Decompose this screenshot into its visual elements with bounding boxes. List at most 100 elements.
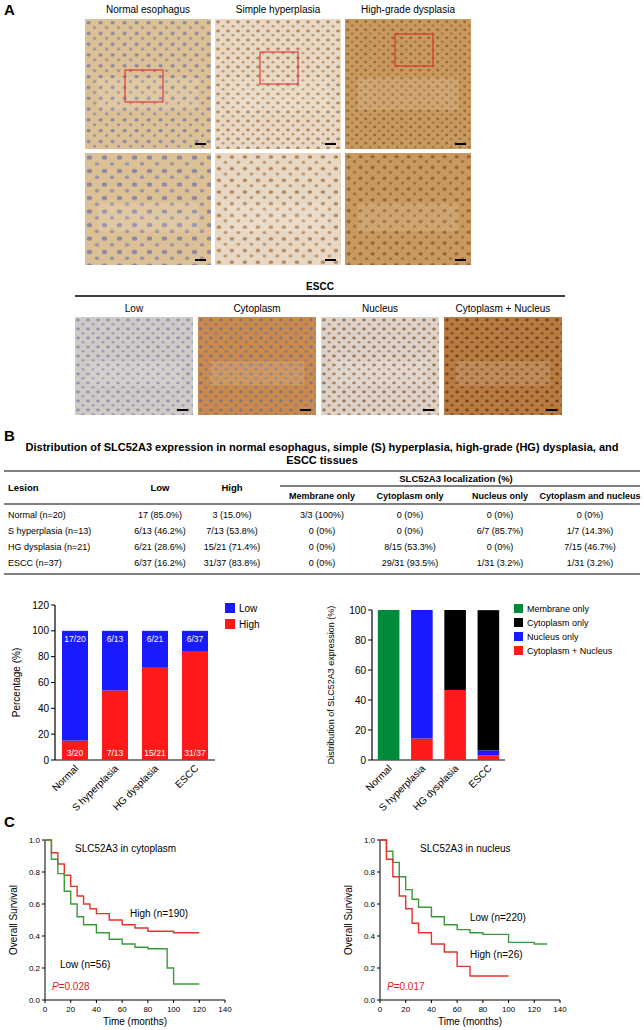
image-shade [210,361,304,386]
panel-label: A [4,1,15,18]
y-tick [51,734,55,735]
image-shade [358,78,459,111]
y-tick [377,936,380,937]
table-cell: 8/15 (53.3%) [384,542,436,552]
y-tick [42,840,45,841]
panel-label: C [4,813,15,830]
table-header: Cytoplasm only [376,491,443,501]
image-bg [345,19,471,149]
table-title: Distribution of SLC52A3 expression in no… [26,441,619,453]
data-label: 17/20 [64,634,86,644]
table-cell: 15/21 (71.4%) [204,542,261,552]
bar-segment [62,741,88,760]
y-axis-title: Overall Survival [343,885,354,955]
table-cell: 3 (15.0%) [212,510,251,520]
x-tick-label: 40 [92,1005,101,1014]
image-texture [198,317,316,415]
table-cell: S hyperplasia (n=13) [8,526,91,536]
table-cell: 1/7 (14.3%) [567,526,614,536]
y-tick [51,760,55,761]
y-tick [377,872,380,873]
scale-bar [177,409,188,411]
bar-segment [444,610,466,611]
y-tick [51,656,55,657]
x-tick [199,1000,200,1003]
y-tick [368,760,372,761]
y-tick [368,700,372,701]
x-tick-label: 60 [118,1005,127,1014]
x-tick [560,1000,561,1003]
image-bg [198,317,316,415]
line-chart: 0.00.20.40.60.81.0020406080100120140Time… [343,836,567,1027]
bar-segment [478,750,500,755]
group-title: ESCC [306,281,334,292]
y-tick-label: 0.2 [364,964,376,973]
x-axis-title: Time (months) [438,1016,502,1027]
series-label: High (n=190) [130,908,188,919]
image-shade [358,203,459,231]
image-texture [444,317,562,415]
x-tick-label: HG dysplasia [411,762,461,812]
y-tick-label: 20 [38,729,50,740]
x-tick [405,1000,406,1003]
data-label: 15/21 [144,748,166,758]
data-label: 31/37 [184,748,206,758]
series-label: Low (n=220) [470,912,526,923]
bar-chart: 020406080100120Percentage (%)NormalS hyp… [11,600,260,814]
y-tick-label: 40 [355,695,367,706]
y-axis [371,610,372,760]
image-bg [85,19,211,149]
bar-segment [182,652,208,760]
zoom-box [260,52,298,84]
table-cell: 3/3 (100%) [300,510,344,520]
x-tick [431,1000,432,1003]
line-chart: 0.00.20.40.60.81.0020406080100120140Time… [8,836,232,1027]
data-label: 3/20 [67,748,84,758]
bar-segment [62,631,88,741]
bar-segment [411,610,433,739]
x-tick-label: 0 [43,1005,48,1014]
x-tick-label: 60 [453,1005,462,1014]
y-tick-label: 120 [32,600,49,611]
x-axis-title: Time (months) [103,1016,167,1027]
table-cell: 29/31 (93.5%) [382,558,439,568]
y-axis [380,840,381,1000]
scale-bar [300,409,311,411]
x-tick-label: 40 [427,1005,436,1014]
y-tick [51,708,55,709]
image-texture [85,19,211,149]
table-header: Cytoplasm and nucleus [539,491,640,501]
legend-label: Cytoplasm + Nucleus [527,646,613,656]
x-tick [96,1000,97,1003]
table-header: Lesion [8,482,39,493]
table-rule [4,471,640,472]
scale-bar [455,259,466,261]
micrograph-high-mag [215,153,341,265]
table-header: Membrane only [289,491,355,501]
scale-bar [423,409,434,411]
p-value-number: =0.017 [394,981,425,992]
image-bg [215,153,341,265]
x-tick-label: 140 [553,1005,567,1014]
y-tick [368,640,372,641]
survival-curve [45,840,199,933]
image-bg [75,317,193,415]
x-tick-label: 80 [143,1005,152,1014]
image-shade [333,361,427,386]
legend-label: High [239,619,260,630]
y-tick-label: 0.0 [364,996,376,1005]
x-tick-label: Normal [363,763,394,794]
x-tick-label: 140 [218,1005,232,1014]
image-title: Cytoplasm [233,303,280,314]
bar-segment [478,755,500,760]
micrograph-high-mag [85,153,211,265]
x-tick [225,1000,226,1003]
legend-swatch [514,618,523,627]
x-tick-label: 0 [378,1005,383,1014]
figure: ANormal esophagusSimple hyperplasiaHigh-… [0,0,644,1030]
image-bg [345,153,471,265]
image-shade [87,361,181,386]
y-tick-label: 0.8 [29,868,41,877]
image-texture [215,153,341,265]
micrograph-escc [321,317,439,415]
